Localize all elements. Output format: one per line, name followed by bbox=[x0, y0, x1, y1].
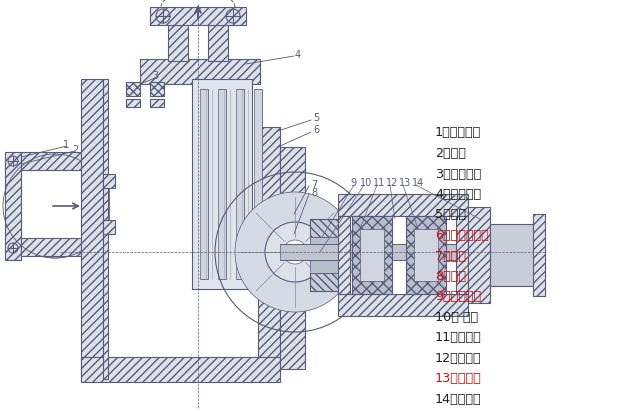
Text: 12: 12 bbox=[386, 178, 399, 188]
Bar bbox=[192, 80, 252, 289]
Bar bbox=[192, 80, 252, 289]
Bar bbox=[310, 273, 338, 291]
Bar bbox=[21, 153, 81, 171]
Bar bbox=[310, 219, 338, 237]
Text: 6: 6 bbox=[313, 125, 319, 135]
Bar bbox=[280, 147, 305, 369]
Bar bbox=[200, 90, 208, 279]
Bar bbox=[468, 207, 490, 303]
Bar bbox=[200, 90, 208, 279]
Text: 4、出口法兰: 4、出口法兰 bbox=[435, 188, 481, 201]
Bar bbox=[352, 216, 392, 294]
Bar bbox=[81, 357, 280, 382]
Text: 8: 8 bbox=[311, 188, 317, 197]
Text: 3、加液螺栓: 3、加液螺栓 bbox=[435, 167, 481, 180]
Bar bbox=[236, 90, 244, 279]
Text: 11、前轴承: 11、前轴承 bbox=[435, 331, 482, 344]
Bar bbox=[103, 80, 108, 379]
Bar bbox=[126, 83, 140, 97]
Bar bbox=[5, 153, 21, 260]
Text: 1、进口法兰: 1、进口法兰 bbox=[435, 126, 481, 139]
Bar bbox=[280, 244, 540, 260]
Text: 9: 9 bbox=[350, 178, 356, 188]
Text: 11: 11 bbox=[373, 178, 385, 188]
Text: 2: 2 bbox=[72, 145, 78, 154]
Bar bbox=[21, 238, 81, 256]
Bar bbox=[218, 90, 226, 279]
Text: 12、轴承体: 12、轴承体 bbox=[435, 351, 482, 364]
Bar bbox=[456, 216, 468, 294]
Text: 10: 10 bbox=[360, 178, 372, 188]
Text: 5: 5 bbox=[313, 113, 320, 123]
Bar bbox=[150, 83, 164, 97]
Bar bbox=[254, 90, 262, 279]
Bar bbox=[236, 90, 244, 279]
Bar bbox=[490, 224, 535, 286]
Bar bbox=[218, 90, 226, 279]
Bar bbox=[338, 216, 350, 294]
Circle shape bbox=[265, 223, 325, 282]
Text: 13: 13 bbox=[399, 178, 412, 188]
Bar bbox=[126, 100, 140, 108]
Bar bbox=[103, 221, 115, 235]
Text: 7: 7 bbox=[311, 180, 317, 190]
Bar bbox=[81, 80, 103, 379]
Bar bbox=[414, 230, 438, 281]
Bar bbox=[254, 90, 262, 279]
Bar bbox=[360, 230, 384, 281]
Text: 6、气液分离管: 6、气液分离管 bbox=[435, 228, 489, 242]
Text: 3: 3 bbox=[152, 71, 158, 81]
Text: 4: 4 bbox=[295, 50, 301, 60]
Bar bbox=[140, 60, 260, 85]
Bar bbox=[150, 8, 246, 26]
Text: 13、后轴承: 13、后轴承 bbox=[435, 372, 482, 385]
Text: 9、机械密封: 9、机械密封 bbox=[435, 290, 481, 303]
Bar bbox=[310, 237, 338, 273]
Bar bbox=[406, 216, 446, 294]
Text: 7、后盖: 7、后盖 bbox=[435, 249, 466, 262]
Bar bbox=[103, 175, 115, 189]
Polygon shape bbox=[210, 104, 246, 134]
Text: 8、叶轮: 8、叶轮 bbox=[435, 269, 466, 282]
Bar bbox=[338, 294, 468, 316]
Bar bbox=[168, 20, 188, 62]
Text: 14: 14 bbox=[412, 178, 424, 188]
Text: 10、 泵轴: 10、 泵轴 bbox=[435, 310, 478, 323]
Text: 1: 1 bbox=[63, 140, 69, 150]
Bar bbox=[352, 216, 392, 294]
Bar bbox=[490, 224, 535, 286]
Text: 14、连轴节: 14、连轴节 bbox=[435, 392, 482, 405]
Bar bbox=[150, 100, 164, 108]
Bar bbox=[406, 216, 446, 294]
Text: 2、排门: 2、排门 bbox=[435, 147, 466, 159]
Bar bbox=[533, 214, 545, 296]
Bar bbox=[258, 128, 280, 372]
Text: 5、泵体: 5、泵体 bbox=[435, 208, 466, 221]
Circle shape bbox=[235, 192, 355, 312]
Circle shape bbox=[283, 240, 307, 264]
Bar bbox=[208, 20, 228, 62]
Bar bbox=[338, 195, 468, 216]
